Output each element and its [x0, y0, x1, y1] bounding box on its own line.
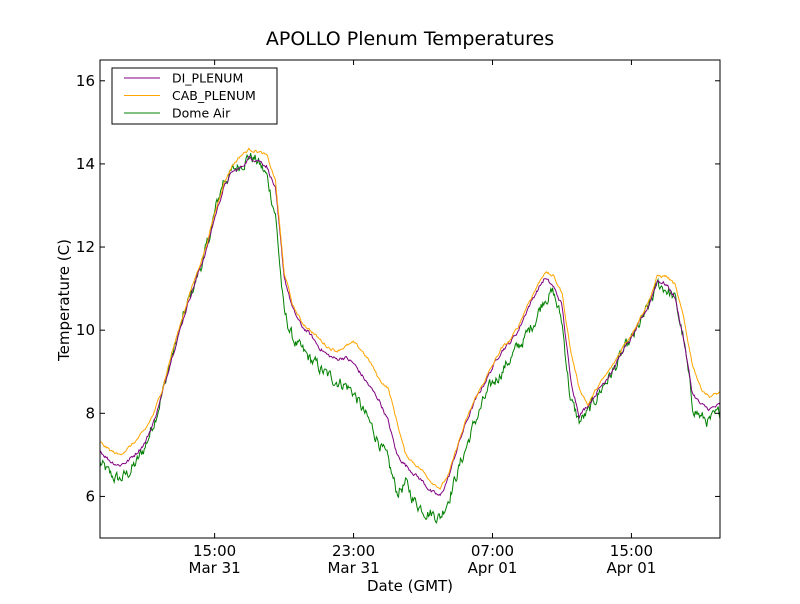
x-tick-label-time: 07:00	[471, 542, 514, 560]
y-axis-label: Temperature (C)	[55, 239, 73, 362]
y-tick-label: 10	[76, 321, 95, 339]
x-tick-label-date: Mar 31	[327, 559, 379, 577]
x-tick-label-date: Apr 01	[607, 559, 657, 577]
x-tick-label-time: 15:00	[193, 542, 236, 560]
legend-label: CAB_PLENUM	[172, 88, 256, 103]
legend: DI_PLENUM CAB_PLENUM Dome Air	[111, 67, 278, 125]
y-tick-label: 6	[85, 487, 95, 505]
series-layer	[99, 147, 721, 524]
series-line-cab-plenum	[99, 147, 721, 490]
series-line-dome-air	[99, 153, 721, 524]
plot-frame	[99, 59, 721, 539]
legend-label: Dome Air	[172, 106, 231, 121]
x-tick-label-time: 15:00	[610, 542, 653, 560]
series-line-di-plenum	[99, 155, 721, 497]
y-tick-label: 12	[76, 238, 95, 256]
x-axis-label: Date (GMT)	[367, 577, 453, 595]
x-tick-label-time: 23:00	[332, 542, 375, 560]
y-tick-label: 8	[85, 404, 95, 422]
legend-label: DI_PLENUM	[172, 71, 243, 86]
y-tick-label: 16	[76, 72, 95, 90]
x-tick-label-date: Apr 01	[468, 559, 518, 577]
chart-title: APOLLO Plenum Temperatures	[266, 28, 554, 50]
x-tick-label-date: Mar 31	[189, 559, 241, 577]
y-tick-label: 14	[76, 155, 95, 173]
